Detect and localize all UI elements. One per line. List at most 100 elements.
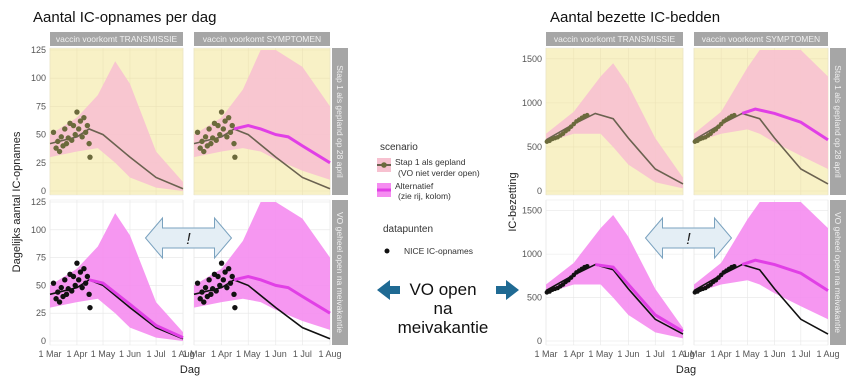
- left-xlabel: Dag: [180, 364, 200, 376]
- legend-scenario-title: scenario: [380, 142, 418, 153]
- ribbon-band: [50, 213, 183, 341]
- line-alternative: [88, 278, 184, 340]
- strip-row-L0: [332, 48, 348, 195]
- y-tick-label: 75: [36, 253, 46, 263]
- panel-R-top_left: 0 500 1000 1500: [522, 47, 684, 196]
- ribbon-band: [194, 202, 330, 330]
- x-tick-label: 1 Jun: [119, 349, 141, 359]
- panel-R-bottom_right: 1 Mar 1 Apr 1 May 1 Jun 1 Jul 1 Aug: [682, 199, 840, 359]
- center-text-line1: VO open: [409, 280, 476, 299]
- nice-point: [197, 296, 203, 302]
- y-tick-label: 1000: [522, 98, 542, 108]
- nice-point: [229, 273, 235, 280]
- x-tick-label: 1 Jul: [293, 349, 312, 359]
- nice-point: [58, 134, 65, 140]
- nice-point: [220, 126, 227, 132]
- nice-point: [222, 269, 228, 275]
- y-tick-label: 75: [36, 101, 46, 111]
- legend-points-label: NICE IC-opnames: [404, 246, 473, 256]
- nice-point: [229, 122, 235, 129]
- center-text-line3: meivakantie: [398, 318, 489, 337]
- panel-R-bottom_left: 0 500 1000 1500 1 Mar 1 Apr 1 May 1 Jun 1 Jul 1 A…: [522, 199, 695, 359]
- strip-col-label: vaccin voorkomt TRANSMISSIE: [56, 34, 178, 44]
- nice-point: [72, 282, 78, 289]
- nice-point: [53, 145, 59, 151]
- strip-col-label: vaccin voorkomt TRANSMISSIE: [554, 34, 676, 44]
- strip-col-R1: [694, 32, 828, 46]
- y-tick-label: 50: [36, 130, 46, 140]
- x-tick-label: 1 Aug: [816, 349, 839, 359]
- x-tick-label: 1 Jun: [265, 349, 287, 359]
- nice-point: [218, 260, 225, 266]
- nice-point: [81, 114, 87, 121]
- nice-point: [50, 280, 57, 286]
- nice-point: [206, 126, 212, 132]
- legend-alt-line2: (zie rij, kolom): [398, 191, 451, 201]
- nice-point: [194, 129, 201, 136]
- x-tick-label: 1 May: [588, 349, 613, 359]
- nice-point: [79, 284, 85, 291]
- nice-point: [87, 304, 93, 311]
- nice-point: [199, 138, 205, 145]
- nice-point: [69, 288, 75, 294]
- nice-point: [50, 129, 57, 136]
- nice-point: [82, 129, 89, 136]
- nice-point: [194, 280, 201, 286]
- y-tick-label: 1500: [522, 206, 542, 216]
- x-tick-label: 1 Jun: [617, 349, 639, 359]
- y-tick-label: 25: [36, 158, 46, 168]
- y-tick-label: 500: [527, 142, 542, 152]
- nice-point: [202, 284, 209, 291]
- plot-area: vaccin voorkomt TRANSMISSIE vaccin voorko…: [31, 32, 846, 359]
- line-planned: [49, 128, 184, 190]
- nice-point: [206, 277, 212, 283]
- y-tick-label: 100: [31, 225, 46, 235]
- nice-point: [70, 273, 77, 280]
- nice-point: [232, 304, 238, 311]
- nice-point: [75, 126, 82, 132]
- nice-point: [208, 291, 214, 297]
- y-tick-label: 25: [36, 308, 46, 318]
- panel-L-top_left: 0 25 50 75 100 125: [31, 45, 184, 196]
- arrow-right-icon: [496, 280, 519, 300]
- nice-point: [82, 280, 89, 286]
- nice-point: [224, 134, 230, 140]
- y-tick-label: 50: [36, 280, 46, 290]
- right-xlabel: Dag: [676, 364, 696, 376]
- strip-col-label: vaccin voorkomt SYMPTOMEN: [203, 34, 321, 44]
- nice-point: [77, 118, 84, 124]
- nice-point: [74, 260, 80, 266]
- nice-point: [584, 263, 590, 269]
- nice-point: [55, 289, 61, 295]
- center-annotation: VO open na meivakantie: [377, 280, 519, 337]
- x-tick-label: 1 Apr: [711, 349, 732, 359]
- left-ylabel: Dagelijks aantal IC-opnames: [11, 131, 23, 272]
- strip-row-L1: [332, 200, 348, 345]
- legend: scenario Stap 1 als gepland (VO niet ver…: [377, 142, 480, 256]
- x-tick-label: 1 Apr: [66, 349, 87, 359]
- y-tick-label: 1500: [522, 54, 542, 64]
- x-tick-label: 1 Apr: [563, 349, 584, 359]
- y-tick-label: 1000: [522, 249, 542, 259]
- strip-col-R0: [546, 32, 683, 46]
- legend-alt-line1: Alternatief: [395, 181, 434, 191]
- strip-row-label: VO geheel open na meivakantie: [335, 212, 345, 333]
- nice-point: [197, 145, 203, 151]
- x-tick-label: 1 Mar: [682, 349, 705, 359]
- double-arrow-icon: [644, 216, 733, 260]
- nice-point: [81, 266, 87, 272]
- nice-point: [53, 296, 59, 302]
- nice-point: [215, 273, 221, 280]
- nice-point: [202, 134, 209, 140]
- x-tick-label: 1 Aug: [318, 349, 341, 359]
- nice-point: [55, 138, 61, 145]
- nice-point: [232, 154, 238, 160]
- nice-point: [584, 112, 590, 118]
- strip-row-label: Stap 1 als gepland op 28 april: [335, 65, 345, 178]
- exclamation-mark: !: [186, 231, 191, 248]
- nice-point: [69, 137, 75, 143]
- nice-point: [217, 131, 223, 138]
- nice-point: [213, 137, 219, 143]
- line-planned: [193, 128, 331, 190]
